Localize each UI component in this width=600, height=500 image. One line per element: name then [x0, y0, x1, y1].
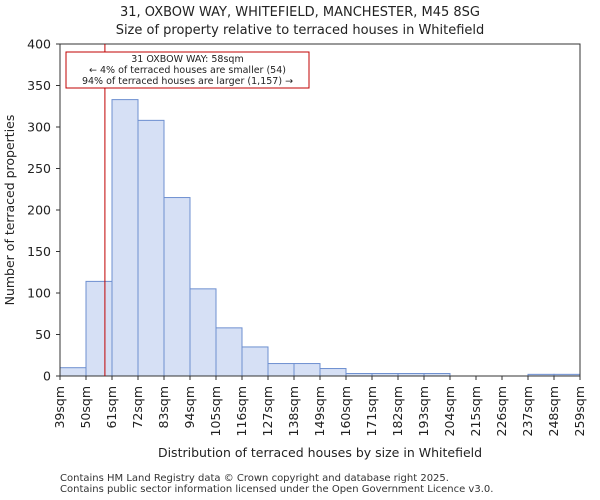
y-axis-label: Number of terraced properties: [2, 115, 17, 306]
y-tick-label: 400: [27, 37, 51, 52]
y-tick-label: 150: [27, 244, 51, 259]
chart-title-line: 31, OXBOW WAY, WHITEFIELD, MANCHESTER, M…: [119, 5, 480, 20]
histogram-bar: [215, 327, 243, 377]
annotation-line-1: 31 OXBOW WAY: 58sqm: [131, 54, 243, 65]
source-note-line-2: Contains public sector information licen…: [60, 484, 494, 495]
x-tick-label: 259sqm: [572, 386, 587, 436]
y-axis: 0 50 100 150 200 250 300 350 400: [27, 37, 60, 384]
x-axis-label: Distribution of terraced houses by size …: [158, 445, 482, 460]
x-tick-label: 138sqm: [286, 386, 301, 436]
x-axis: 39sqm 50sqm 61sqm 72sqm 83sqm 94sqm 105sqm 116s…: [52, 376, 587, 436]
x-tick-label: 204sqm: [442, 386, 457, 436]
y-tick-label: 350: [27, 78, 51, 93]
x-tick-label: 193sqm: [416, 386, 431, 436]
x-tick-label: 116sqm: [234, 386, 249, 436]
x-tick-label: 226sqm: [494, 386, 509, 436]
histogram-bar: [137, 119, 165, 377]
x-tick-label: 215sqm: [468, 386, 483, 436]
annotation-line-2: ← 4% of terraced houses are smaller (54): [89, 65, 286, 76]
marker-annotation: 31 OXBOW WAY: 58sqm ← 4% of terraced hou…: [65, 51, 310, 89]
y-tick-label: 250: [27, 161, 51, 176]
x-tick-label: 94sqm: [182, 386, 197, 429]
histogram-bar: [241, 346, 269, 377]
x-tick-label: 127sqm: [260, 386, 275, 436]
chart-subtitle: Size of property relative to terraced ho…: [115, 23, 485, 38]
source-note: Contains HM Land Registry data © Crown c…: [60, 473, 493, 495]
x-tick-label: 83sqm: [156, 386, 171, 429]
x-tick-label: 171sqm: [364, 386, 379, 436]
histogram-bar: [111, 99, 139, 377]
x-tick-label: 105sqm: [208, 386, 223, 436]
x-tick-label: 50sqm: [78, 386, 93, 429]
x-tick-label: 61sqm: [104, 386, 119, 429]
annotation-box: [65, 51, 310, 89]
x-tick-label: 248sqm: [546, 386, 561, 436]
x-tick-label: 72sqm: [130, 386, 145, 429]
histogram-bar: [85, 280, 113, 377]
x-tick-label: 39sqm: [52, 386, 67, 429]
y-tick-label: 200: [27, 203, 51, 218]
y-tick-label: 100: [27, 286, 51, 301]
histogram-bar: [267, 363, 295, 377]
x-tick-label: 182sqm: [390, 386, 405, 436]
x-tick-label: 237sqm: [520, 386, 535, 436]
chart-title: 31, OXBOW WAY, WHITEFIELD, MANCHESTER, M…: [0, 4, 600, 40]
x-tick-label: 160sqm: [338, 386, 353, 436]
y-tick-label: 50: [35, 327, 51, 342]
bars: [59, 99, 581, 377]
plot-frame: [59, 43, 581, 377]
histogram-bar: [59, 367, 87, 377]
y-tick-label: 0: [43, 369, 51, 384]
histogram-bar: [293, 363, 321, 377]
histogram-bar: [163, 197, 191, 377]
x-tick-label: 149sqm: [312, 386, 327, 436]
annotation-line-3: 94% of terraced houses are larger (1,157…: [82, 76, 293, 87]
source-note-line-1: Contains HM Land Registry data © Crown c…: [60, 473, 449, 484]
y-tick-label: 300: [27, 120, 51, 135]
histogram-bar: [319, 368, 347, 377]
histogram-bar: [189, 288, 217, 377]
